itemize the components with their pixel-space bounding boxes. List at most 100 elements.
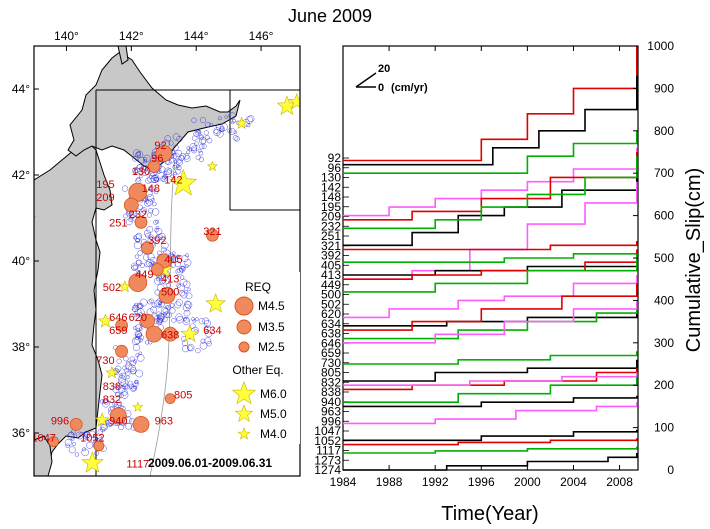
lat-tick-label: 44° [12,82,30,96]
background-earthquake [137,332,142,338]
req-label: 502 [103,282,121,294]
background-earthquake [182,317,191,326]
row-label: 620 [321,307,341,321]
legend-other-title: Other Eq. [232,363,283,377]
background-earthquake [184,264,189,269]
background-earthquake [172,144,179,151]
background-earthquake [198,156,205,163]
x-tick-label: 1996 [468,475,495,489]
row-label: 832 [321,375,341,389]
background-earthquake [135,259,143,267]
background-earthquake [195,347,201,354]
legend-other-label: M5.0 [260,407,287,421]
background-earthquake [82,447,87,452]
series-group [343,46,638,471]
x-axis-ticks: 1984 1988 1992 1996 2000 2004 2008 [330,46,633,489]
background-earthquake [168,140,174,146]
req-label: 500 [161,286,179,298]
background-earthquake [183,316,190,323]
req-event-circle [205,228,219,242]
req-label: 209 [96,192,114,204]
background-earthquake [164,167,172,176]
background-earthquake [134,167,140,174]
background-earthquake [121,385,125,390]
background-earthquake [143,154,151,163]
slip-series-25 [343,429,638,442]
background-earthquake [160,307,169,315]
background-earthquake [125,362,133,370]
row-label: 659 [321,346,341,360]
background-earthquake [149,298,154,304]
legend-req-title: REQ [245,280,271,294]
slip-series-9 [343,249,638,263]
other-earthquake-star [235,116,249,130]
req-event-circle [162,326,178,342]
background-earthquake [167,168,173,174]
background-earthquake [147,253,155,261]
row-label: 148 [321,190,341,204]
background-earthquake [155,219,160,224]
scale-bar-unit: (cm/yr) [391,82,428,94]
other-earthquake-star [288,93,300,110]
background-earthquake [157,301,162,306]
other-earthquake-star [105,365,119,379]
background-earthquake [134,324,142,332]
background-earthquake [219,126,225,133]
background-earthquake [172,133,180,141]
background-earthquake [134,254,139,259]
background-earthquake [100,399,105,404]
trench-line [149,159,176,476]
lon-tick-label: 142° [119,29,144,43]
background-earthquake [150,175,159,184]
background-earthquake [197,148,202,153]
background-earthquake [136,327,141,332]
row-label: 1273 [314,453,341,467]
background-earthquake [145,198,153,206]
y-tick-label: 500 [654,251,674,265]
x-tick-label: 1984 [330,475,357,489]
row-label: 805 [321,366,341,380]
background-earthquake [136,333,141,338]
other-earthquake-star [205,293,227,313]
slip-series-5 [343,177,638,247]
background-earthquake [74,452,80,457]
slip-series-13 [343,275,638,319]
x-tick-label: 2000 [514,475,541,489]
background-earthquake [163,311,170,318]
req-label: 838 [103,381,121,393]
y-tick-label: 600 [654,209,674,223]
background-earthquake [179,153,187,160]
req-label: 148 [142,183,160,195]
background-earthquake [185,292,193,300]
req-label: 659 [109,325,127,337]
req-label: 805 [174,390,192,402]
slip-series-28 [343,453,638,471]
background-earthquake [233,130,238,135]
background-earthquake [176,268,181,273]
background-earthquake [143,159,148,164]
background-earthquake [152,201,157,207]
background-earthquake [170,174,175,179]
slip-series-1 [343,75,638,166]
background-earthquake [224,115,228,119]
lon-tick-label: 140° [54,29,79,43]
background-earthquake [116,358,122,364]
background-earthquake [199,117,206,124]
row-label: 405 [321,258,341,272]
background-earthquake [169,158,175,164]
background-earthquake [128,217,133,223]
background-earthquake [135,238,141,243]
slip-series-24 [343,402,638,425]
req-label: 321 [203,226,221,238]
background-earthquake [163,174,168,179]
other-earthquake-star [169,168,198,196]
background-earthquake [156,233,163,241]
background-earthquake [133,235,137,240]
background-earthquake [209,122,213,127]
background-earthquake [217,116,222,121]
background-earthquake [86,441,94,449]
background-earthquake [148,261,153,266]
background-earthquake [171,317,177,323]
background-earthquake [191,135,198,141]
background-earthquake [184,300,192,308]
